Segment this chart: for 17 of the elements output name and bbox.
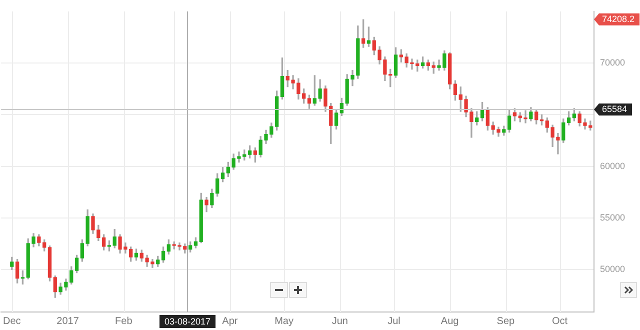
x-tick-label: 2017 <box>56 316 80 327</box>
x-tick-label: Jun <box>332 316 348 327</box>
ref-line-label: 65584 <box>602 104 628 114</box>
y-tick-label: 50000 <box>600 264 626 274</box>
y-tick-label: 70000 <box>600 58 626 68</box>
x-tick-label: Dec <box>2 316 21 327</box>
ref-line-label: 03-08-2017 <box>164 316 211 326</box>
text: 74208.2 <box>602 14 635 24</box>
y-tick-label: 55000 <box>600 212 626 222</box>
x-tick-label: Oct <box>552 316 568 327</box>
x-tick-label: Sep <box>496 316 516 327</box>
x-tick-label: May <box>274 316 294 327</box>
x-tick-label: Aug <box>440 316 459 327</box>
x-tick-label: Jul <box>388 316 400 327</box>
x-tick-label: Feb <box>115 316 133 327</box>
y-tick-label: 60000 <box>600 160 626 171</box>
x-tick-label: Apr <box>222 316 238 327</box>
